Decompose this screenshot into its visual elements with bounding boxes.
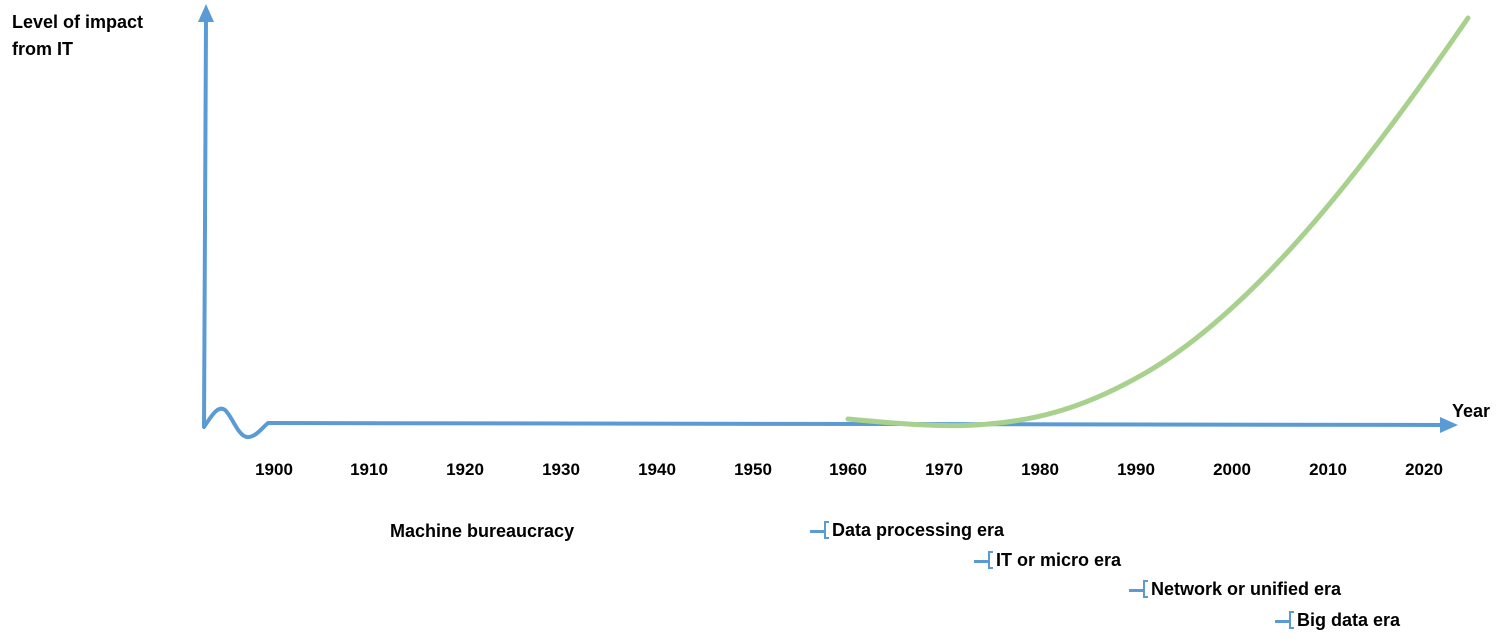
era-label-machine-bureaucracy: Machine bureaucracy (390, 521, 575, 541)
x-tick-label: 2010 (1309, 460, 1347, 479)
x-tick-label: 1970 (925, 460, 963, 479)
impact-curve (845, 15, 1471, 429)
x-tick-label: 1980 (1021, 460, 1059, 479)
era-label-data-processing: Data processing era (832, 520, 1005, 540)
era-marker (1129, 577, 1151, 603)
era-label-it-micro: IT or micro era (996, 550, 1122, 570)
era-marker (1275, 608, 1297, 634)
era-marker (974, 548, 996, 574)
x-tick-label: 1920 (446, 460, 484, 479)
x-tick-label: 1930 (542, 460, 580, 479)
x-tick-label: 2000 (1213, 460, 1251, 479)
x-tick-label: 1950 (734, 460, 772, 479)
x-axis-label: Year (1452, 401, 1491, 421)
y-axis-label: Level of impact from IT (12, 12, 144, 59)
x-tick-label: 1900 (255, 460, 293, 479)
origin-wave (202, 406, 270, 440)
x-tick-label: 1940 (638, 460, 676, 479)
era-label-big-data: Big data era (1297, 610, 1401, 630)
x-tick-label: 1910 (350, 460, 388, 479)
x-axis-arrowhead (1440, 417, 1458, 433)
y-axis-arrowhead (198, 4, 214, 22)
y-axis-line (202, 19, 208, 428)
era-label-network-unified: Network or unified era (1151, 579, 1342, 599)
x-axis-line (267, 421, 1443, 427)
x-tick-label: 1990 (1117, 460, 1155, 479)
x-tick-label: 1960 (829, 460, 867, 479)
era-marker (810, 518, 832, 544)
x-tick-label: 2020 (1405, 460, 1443, 479)
